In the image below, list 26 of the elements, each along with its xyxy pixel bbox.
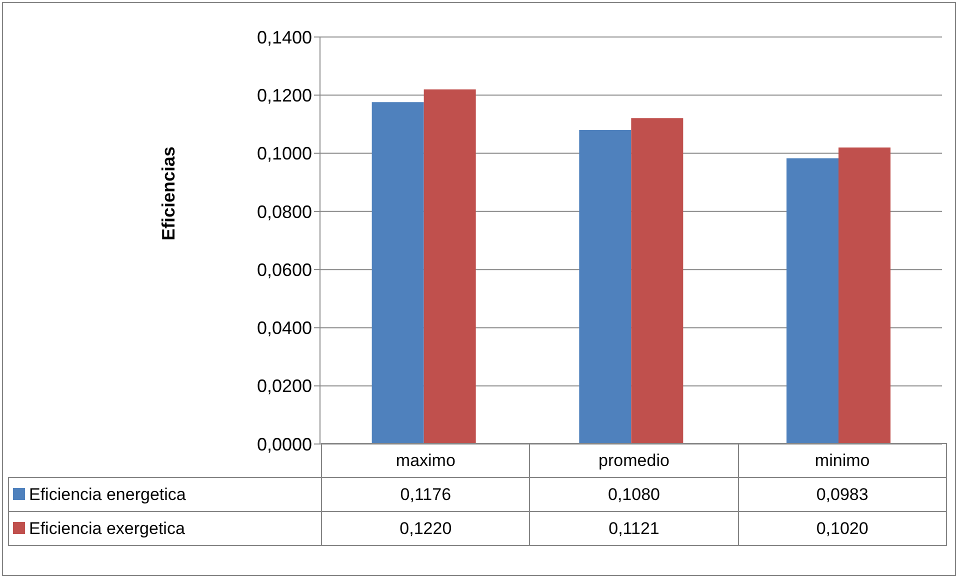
legend-label: Eficiencia energetica — [28, 484, 186, 504]
bar — [631, 118, 684, 444]
bar — [838, 147, 890, 444]
bar — [579, 130, 632, 444]
y-tick-label: 0,0400 — [256, 318, 312, 338]
legend-label: Eficiencia exergetica — [28, 518, 185, 538]
y-tick-label: 0,1200 — [256, 86, 312, 106]
y-tick-label: 0,0800 — [256, 202, 312, 222]
y-tick-label: 0,0200 — [256, 376, 312, 396]
x-tick-label: promedio — [530, 444, 738, 478]
data-label: 0,1080 — [530, 478, 738, 512]
y-tick-label: 0,0600 — [256, 260, 312, 280]
x-tick-label: maximo — [322, 444, 530, 478]
x-tick-label: minimo — [738, 444, 946, 478]
bar — [424, 89, 476, 444]
y-tick-label: 0,1400 — [256, 27, 312, 48]
bar — [372, 102, 424, 444]
bar — [786, 158, 838, 444]
data-label: 0,1220 — [322, 512, 530, 546]
y-tick-label: 0,0000 — [256, 434, 312, 454]
data-label: 0,0983 — [738, 478, 946, 512]
y-axis-title: Eficiencias — [158, 146, 178, 240]
data-label: 0,1176 — [322, 478, 530, 512]
y-tick-label: 0,1000 — [256, 144, 312, 164]
data-label: 0,1121 — [530, 512, 738, 546]
data-label: 0,1020 — [738, 512, 946, 546]
